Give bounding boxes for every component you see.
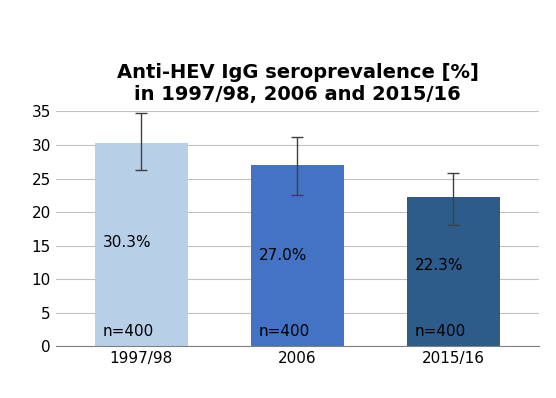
Title: Anti-HEV IgG seroprevalence [%]
in 1997/98, 2006 and 2015/16: Anti-HEV IgG seroprevalence [%] in 1997/… — [117, 63, 478, 104]
Text: 30.3%: 30.3% — [102, 235, 151, 250]
Bar — [251, 165, 344, 346]
Text: n=400: n=400 — [259, 324, 310, 339]
Bar — [406, 197, 500, 346]
Bar — [95, 143, 188, 346]
Text: n=400: n=400 — [102, 324, 153, 339]
Text: n=400: n=400 — [414, 324, 466, 339]
Text: 27.0%: 27.0% — [259, 248, 307, 263]
Text: 22.3%: 22.3% — [414, 258, 463, 273]
